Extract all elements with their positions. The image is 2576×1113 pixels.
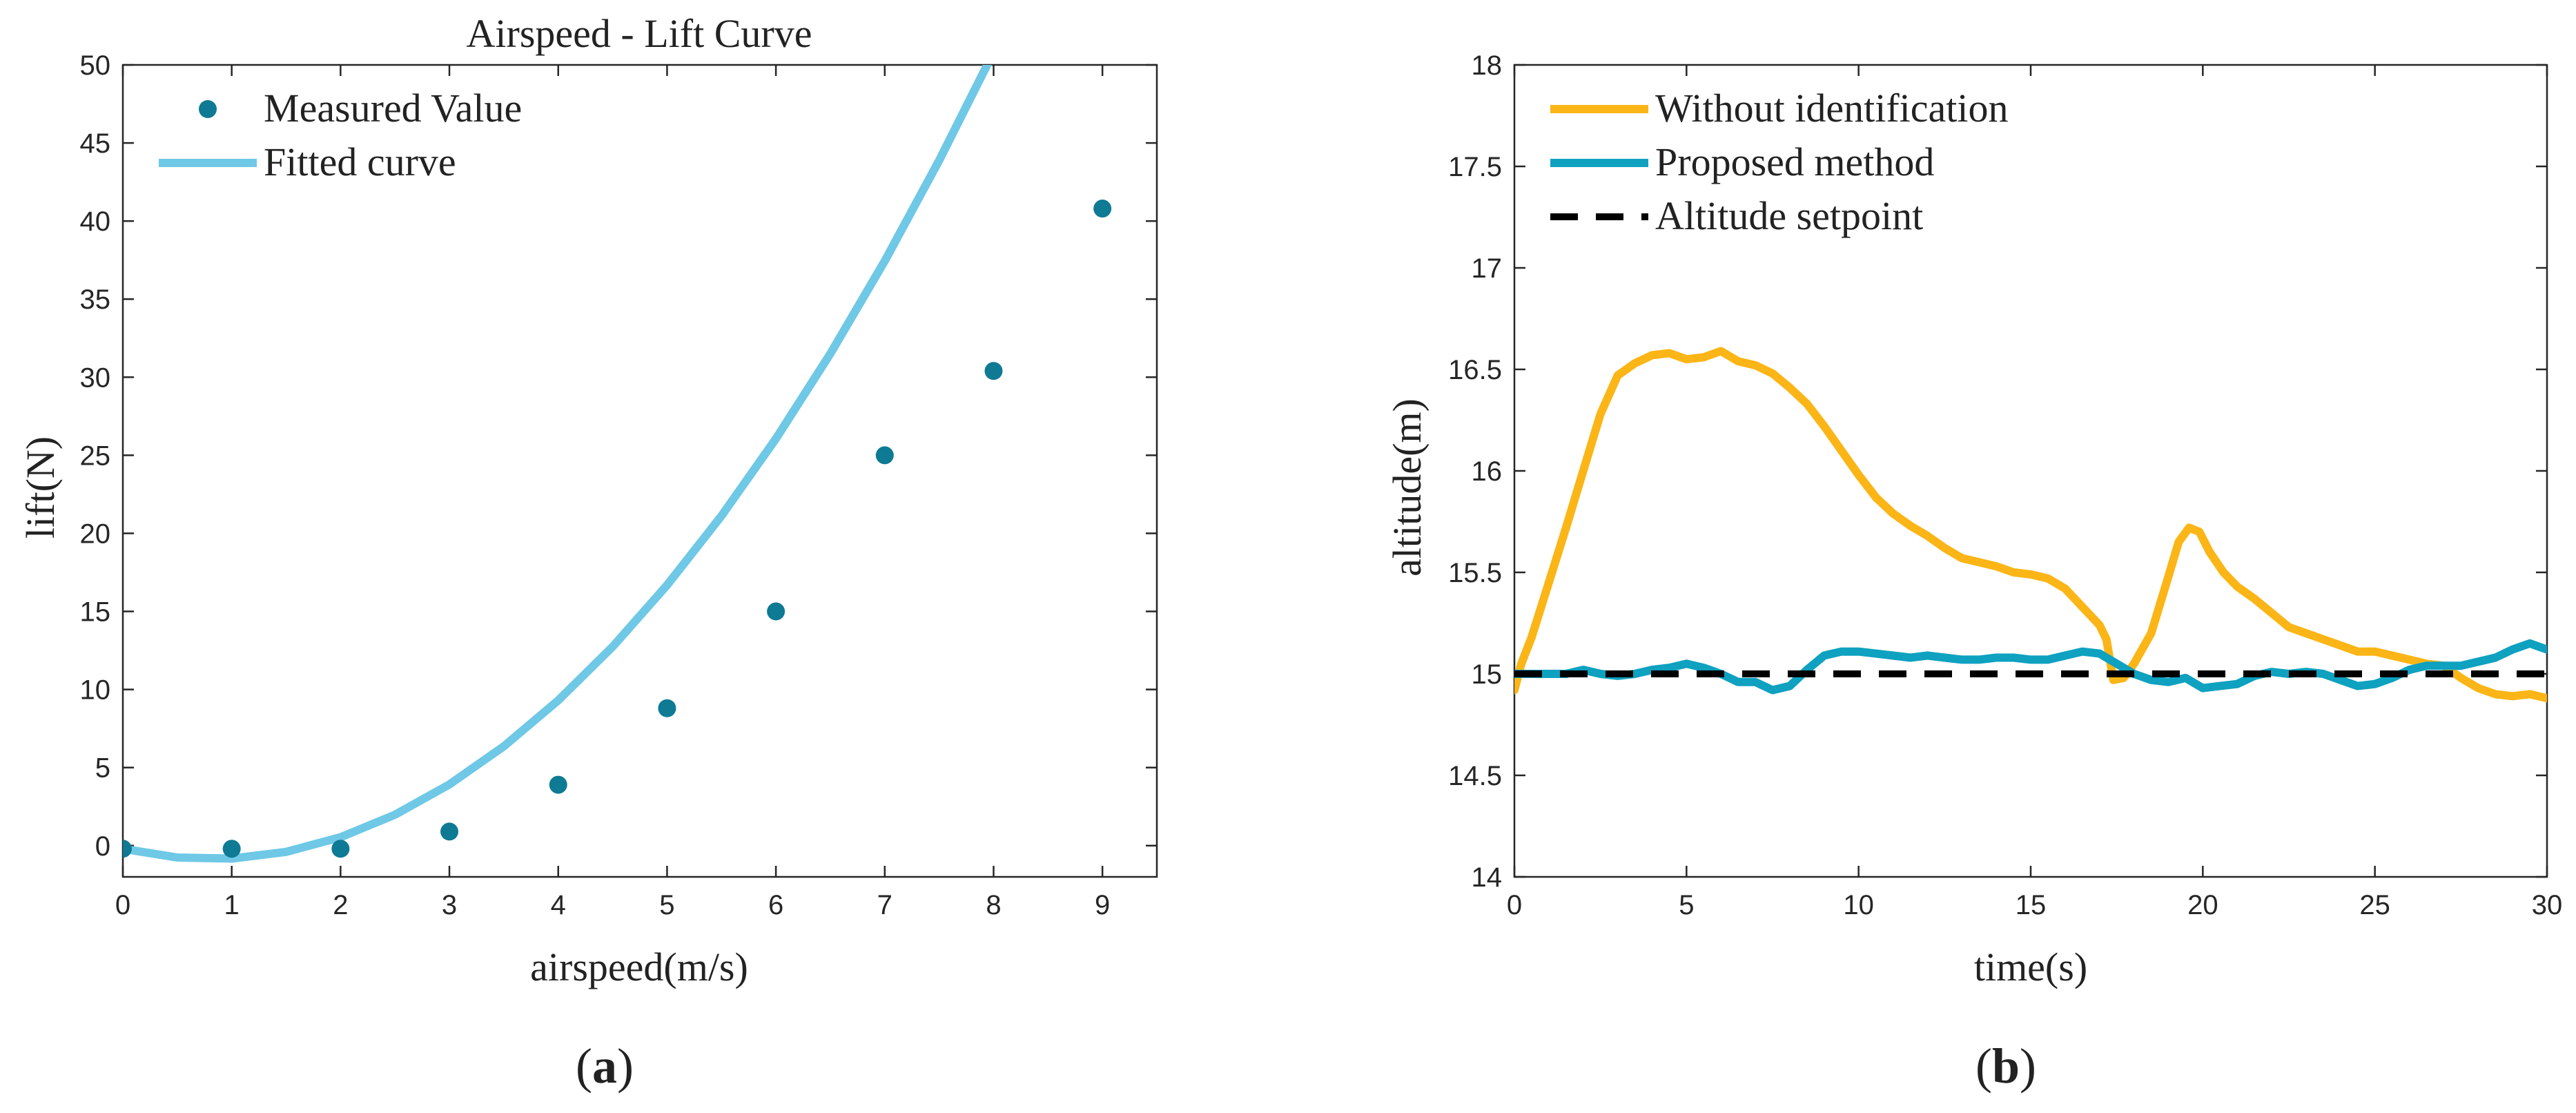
chart-a-ytick-label: 15 — [80, 597, 111, 628]
chart-b-ytick-label: 14 — [1472, 862, 1503, 893]
chart-b-ytick-label: 15 — [1472, 659, 1503, 690]
chart-b-ytick-label: 17.5 — [1448, 152, 1502, 182]
chart-b-xlabel: time(s) — [1974, 945, 2087, 989]
chart-a-ytick-label: 45 — [80, 128, 111, 159]
chart-a-point-measured-value — [658, 699, 676, 717]
chart-b-xtick-label: 20 — [2187, 890, 2218, 920]
chart-a-xtick-label: 1 — [224, 890, 240, 920]
chart-a-legend-label-measured-value: Measured Value — [264, 86, 522, 130]
chart-a-xtick-label: 6 — [768, 890, 783, 920]
chart-a-ytick-label: 35 — [80, 284, 111, 315]
chart-a-xtick-label: 8 — [986, 890, 1001, 920]
chart-a-xtick-label: 0 — [115, 890, 130, 920]
chart-a-ytick-label: 50 — [80, 50, 111, 81]
panel-a-caption: (a) — [576, 1038, 634, 1094]
chart-b-line-without-identification — [1514, 347, 2547, 703]
chart-a-xtick-label: 4 — [551, 890, 566, 920]
panel-b-caption: (b) — [1975, 1038, 2036, 1094]
chart-a-legend: Measured Value Fitted curve — [159, 86, 522, 184]
panel-b-altitude-chart: 0 5 10 15 20 25 30 14 14.5 15 15.5 16 16.5 17 17.5 18 Wi… — [1385, 50, 2562, 1094]
chart-a-legend-label-fitted-curve: Fitted curve — [264, 139, 456, 184]
chart-a-ytick-label: 0 — [95, 831, 110, 862]
panel-a-lift-chart: Airspeed - Lift Curve 0 1 2 3 4 5 6 7 8 905101520… — [18, 11, 1158, 1094]
chart-b-legend-label-without-identification: Without identification — [1655, 86, 2009, 130]
chart-b-xtick-label: 5 — [1679, 890, 1694, 920]
chart-a-xlabel: airspeed(m/s) — [530, 945, 748, 989]
chart-a-point-measured-value — [440, 822, 459, 841]
chart-a-title: Airspeed - Lift Curve — [467, 11, 812, 56]
chart-b-legend-label-altitude-setpoint: Altitude setpoint — [1655, 193, 1923, 238]
chart-b-ytick-label: 16.5 — [1448, 355, 1502, 385]
chart-a-xtick-label: 2 — [333, 890, 348, 920]
chart-a-axes-box — [121, 64, 1158, 878]
chart-a-xtick-label: 7 — [877, 890, 892, 920]
chart-a-ytick-label: 20 — [80, 519, 111, 549]
chart-b-xtick-label: 0 — [1507, 890, 1522, 920]
chart-b-legend-label-proposed-method: Proposed method — [1655, 139, 1934, 184]
chart-a-point-measured-value — [222, 840, 241, 858]
chart-a-ytick-label: 5 — [95, 753, 110, 784]
chart-a-xtick-label: 5 — [659, 890, 674, 920]
chart-a-point-measured-value — [875, 446, 894, 465]
chart-b-ytick-label: 18 — [1472, 50, 1503, 81]
chart-b-line-proposed-method — [1514, 639, 2547, 695]
chart-b-ytick-label: 16 — [1472, 456, 1503, 487]
chart-b-xtick-label: 10 — [1843, 890, 1874, 920]
chart-a-ylabel: lift(N) — [18, 436, 63, 539]
chart-a-line-fitted-curve — [123, 65, 992, 863]
chart-b-series-layer — [1514, 347, 2547, 703]
chart-b-plot-area: 0 5 10 15 20 25 30 14 14.5 15 15.5 16 16.5 17 17.5 18 Wi… — [1448, 50, 2562, 920]
panel-a-letter: a — [592, 1038, 617, 1094]
chart-a-point-measured-value — [123, 840, 132, 858]
chart-b-legend: Without identification Proposed method Alt… — [1550, 86, 2009, 238]
chart-a-legend-marker-measured-value — [199, 100, 217, 118]
chart-a-xtick-label: 9 — [1095, 890, 1110, 920]
chart-a-point-measured-value — [331, 840, 350, 858]
chart-a-ytick-label: 40 — [80, 206, 111, 237]
chart-a-ytick-label: 10 — [80, 675, 111, 706]
chart-a-series-layer — [123, 65, 1112, 863]
chart-a-point-measured-value — [549, 775, 567, 794]
chart-a-ytick-label: 25 — [80, 441, 111, 471]
chart-a-ytick-label: 30 — [80, 362, 111, 393]
chart-b-ytick-label: 15.5 — [1448, 558, 1502, 588]
chart-b-ylabel: altitude(m) — [1385, 398, 1430, 577]
chart-b-xtick-label: 30 — [2532, 890, 2563, 920]
chart-a-xtick-label: 3 — [442, 890, 457, 920]
chart-b-ytick-label: 17 — [1472, 253, 1503, 284]
panel-b-letter: b — [1992, 1038, 2020, 1094]
chart-b-axes-box — [1513, 64, 2548, 878]
chart-a-point-measured-value — [767, 602, 786, 621]
chart-b-ytick-label: 14.5 — [1448, 761, 1502, 791]
chart-b-xtick-label: 15 — [2016, 890, 2047, 920]
chart-a-point-measured-value — [984, 362, 1003, 380]
chart-b-xtick-label: 25 — [2359, 890, 2390, 920]
chart-a-point-measured-value — [1093, 200, 1112, 218]
